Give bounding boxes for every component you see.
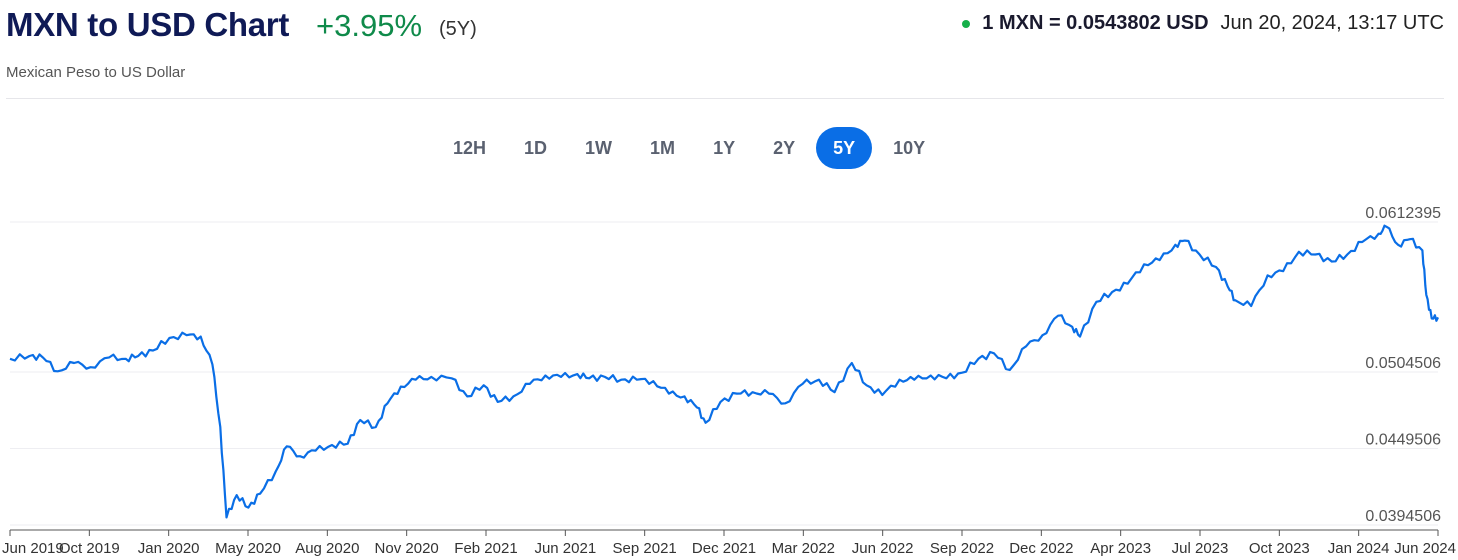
- x-tick-label: May 2020: [215, 540, 281, 557]
- tab-1w[interactable]: 1W: [585, 137, 613, 158]
- y-tick-label: 0.0394506: [1365, 508, 1441, 525]
- rate-line-chart: 0.0612395 0.0504506 0.0449506 0.0394506 Jun…: [2, 205, 1456, 557]
- tab-1m[interactable]: 1M: [650, 137, 676, 158]
- x-tick-label: Jan 2020: [138, 540, 200, 557]
- rate-series-line: [9, 224, 1439, 519]
- x-tick-label: Dec 2021: [692, 540, 756, 557]
- x-tick-label: Sep 2021: [613, 540, 677, 557]
- range-tabs: 12H 1D 1W 1M 1Y 2Y 5Y 10Y: [434, 126, 944, 170]
- x-tick-label: Apr 2023: [1090, 540, 1151, 557]
- x-tick-label: Jan 2024: [1328, 540, 1390, 557]
- change-period: (5Y): [439, 18, 477, 40]
- x-tick-label: Jul 2023: [1172, 540, 1229, 557]
- y-tick-label: 0.0504506: [1365, 355, 1441, 372]
- x-tick-label: Jun 2021: [534, 540, 596, 557]
- current-rate: 1 MXN = 0.0543802 USD Jun 20, 2024, 13:1…: [962, 12, 1444, 35]
- rate-value: 1 MXN = 0.0543802 USD: [982, 12, 1209, 34]
- tab-1y[interactable]: 1Y: [713, 137, 736, 158]
- tab-2y[interactable]: 2Y: [773, 137, 796, 158]
- x-tick-label: Feb 2021: [454, 540, 517, 557]
- page-title: MXN to USD Chart: [6, 6, 290, 43]
- x-tick-label: Jun 2022: [852, 540, 914, 557]
- x-tick-label: Sep 2022: [930, 540, 994, 557]
- x-tick-label: Oct 2019: [59, 540, 120, 557]
- x-tick-label: Mar 2022: [772, 540, 835, 557]
- y-tick-label: 0.0449506: [1365, 432, 1441, 449]
- x-tick-label: Jun 2024: [1394, 540, 1456, 557]
- y-tick-label: 0.0612395: [1365, 205, 1441, 222]
- pair-subtitle: Mexican Peso to US Dollar: [6, 64, 186, 81]
- tab-1d[interactable]: 1D: [524, 137, 548, 158]
- live-status-dot-icon: [962, 19, 971, 28]
- header-divider: [6, 98, 1444, 99]
- tab-5y[interactable]: 5Y: [816, 127, 873, 169]
- x-tick-label: Dec 2022: [1009, 540, 1073, 557]
- tab-12h[interactable]: 12H: [453, 137, 487, 158]
- tab-10y[interactable]: 10Y: [893, 137, 926, 158]
- x-tick-label: Jun 2019: [2, 540, 64, 557]
- x-tick-label: Nov 2020: [375, 540, 439, 557]
- x-tick-label: Oct 2023: [1249, 540, 1310, 557]
- chart-header: MXN to USD Chart +3.95% (5Y) Mexican Pes…: [6, 6, 1444, 96]
- change-percent: +3.95%: [316, 8, 423, 43]
- x-tick-label: Aug 2020: [295, 540, 359, 557]
- rate-timestamp: Jun 20, 2024, 13:17 UTC: [1220, 12, 1444, 34]
